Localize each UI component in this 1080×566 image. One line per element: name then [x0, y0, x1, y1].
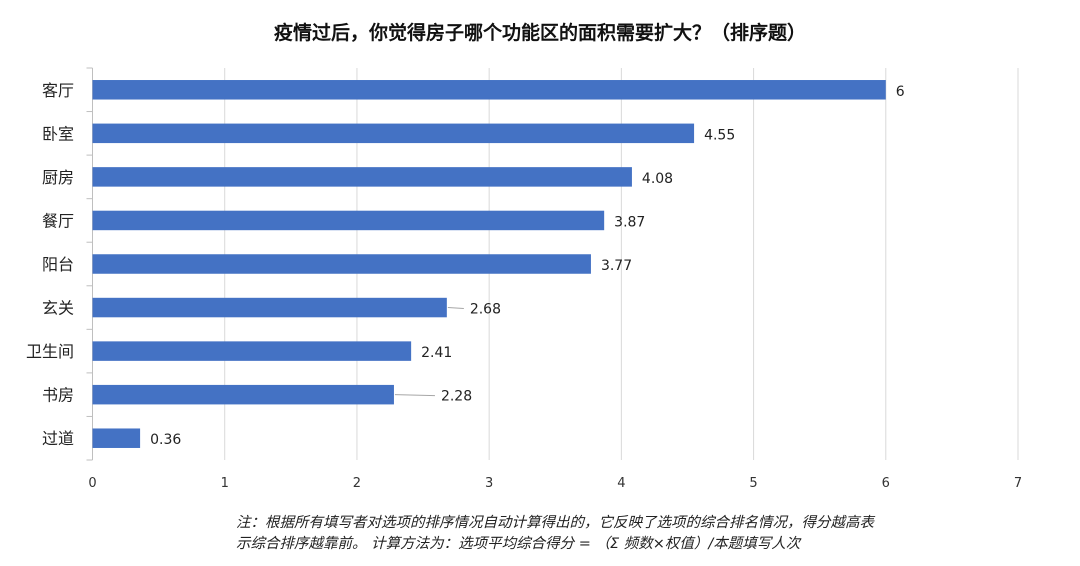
- footnote-line-1: 注：根据所有填写者对选项的排序情况自动计算得出的，它反映了选项的综合排名情况，得…: [236, 515, 874, 531]
- x-tick-label: 0: [88, 476, 96, 491]
- category-label: 玄关: [42, 299, 74, 318]
- category-label: 厨房: [42, 168, 74, 187]
- category-label: 卧室: [42, 124, 74, 143]
- data-label: 4.55: [704, 127, 735, 143]
- bar-卧室: [92, 123, 695, 144]
- data-label: 2.41: [421, 345, 452, 361]
- data-label: 3.87: [614, 214, 645, 230]
- category-label: 卫生间: [26, 342, 74, 361]
- data-label: 0.36: [150, 432, 181, 448]
- category-label: 餐厅: [42, 211, 74, 230]
- category-label: 书房: [42, 386, 74, 405]
- data-label: 3.77: [601, 258, 632, 274]
- x-tick-label: 2: [353, 476, 361, 491]
- bar-餐厅: [92, 210, 605, 231]
- bar-阳台: [92, 254, 591, 274]
- bar-书房: [92, 384, 394, 405]
- x-tick-label: 4: [617, 476, 625, 491]
- x-tick-label: 5: [749, 476, 757, 491]
- data-label: 6: [896, 84, 905, 100]
- category-label: 过道: [42, 429, 74, 448]
- x-tick-label: 1: [221, 476, 229, 491]
- x-tick-label: 7: [1014, 476, 1022, 491]
- bar-卫生间: [92, 341, 412, 361]
- leader-line: [447, 307, 464, 310]
- x-tick-label: 3: [485, 476, 493, 491]
- x-tick-label: 6: [882, 476, 890, 491]
- leader-line: [394, 394, 435, 397]
- bar-过道: [92, 428, 141, 448]
- data-label: 4.08: [642, 171, 673, 187]
- bar-玄关: [92, 297, 447, 318]
- category-label: 客厅: [42, 81, 74, 100]
- category-label: 阳台: [42, 255, 74, 274]
- data-label: 2.68: [470, 302, 501, 318]
- bar-客厅: [92, 80, 886, 100]
- data-label: 2.28: [441, 389, 472, 405]
- footnote-line-2: 示综合排序越靠前。 计算方法为：选项平均综合得分 = （Σ 频数×权值）/本题填…: [236, 536, 801, 552]
- chart-title: 疫情过后，你觉得房子哪个功能区的面积需要扩大？（排序题）: [273, 22, 806, 44]
- bar-厨房: [92, 167, 632, 187]
